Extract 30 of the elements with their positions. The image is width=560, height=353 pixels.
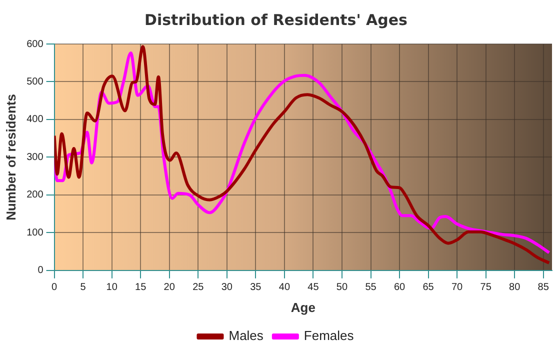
x-tick-label: 80 [509, 282, 521, 294]
x-tick-label: 50 [336, 282, 348, 294]
x-tick-label: 45 [308, 282, 320, 294]
y-tick-label: 100 [26, 227, 44, 238]
y-tick-label: 0 [38, 265, 44, 276]
x-tick-label: 10 [106, 282, 118, 294]
x-tick-label: 60 [394, 282, 406, 294]
y-tick-label: 300 [26, 152, 44, 163]
x-axis-title: Age [290, 300, 316, 315]
y-tick-label: 600 [26, 38, 44, 50]
x-tick-label: 55 [365, 282, 377, 294]
x-tick-label: 40 [278, 282, 290, 294]
x-tick-label: 20 [164, 282, 176, 294]
x-tick-label: 75 [480, 282, 492, 294]
x-tick-label: 0 [52, 282, 58, 294]
x-tick-label: 65 [422, 282, 434, 294]
y-tick-label: 500 [26, 76, 44, 88]
legend-label: Males [228, 328, 264, 344]
legend-label: Females [304, 328, 354, 344]
x-tick-label: 25 [192, 282, 204, 294]
y-axis-title: Number of residents [3, 94, 18, 220]
x-tick-label: 70 [452, 282, 464, 294]
chart-title: Distribution of Residents' Ages [144, 10, 408, 29]
x-tick-label: 85 [538, 282, 550, 294]
x-tick-label: 15 [135, 282, 147, 294]
x-tick-label: 5 [80, 282, 86, 294]
y-tick-label: 400 [26, 114, 44, 126]
x-tick-label: 30 [221, 282, 233, 294]
x-tick-label: 35 [250, 282, 262, 294]
y-tick-label: 200 [26, 190, 44, 201]
